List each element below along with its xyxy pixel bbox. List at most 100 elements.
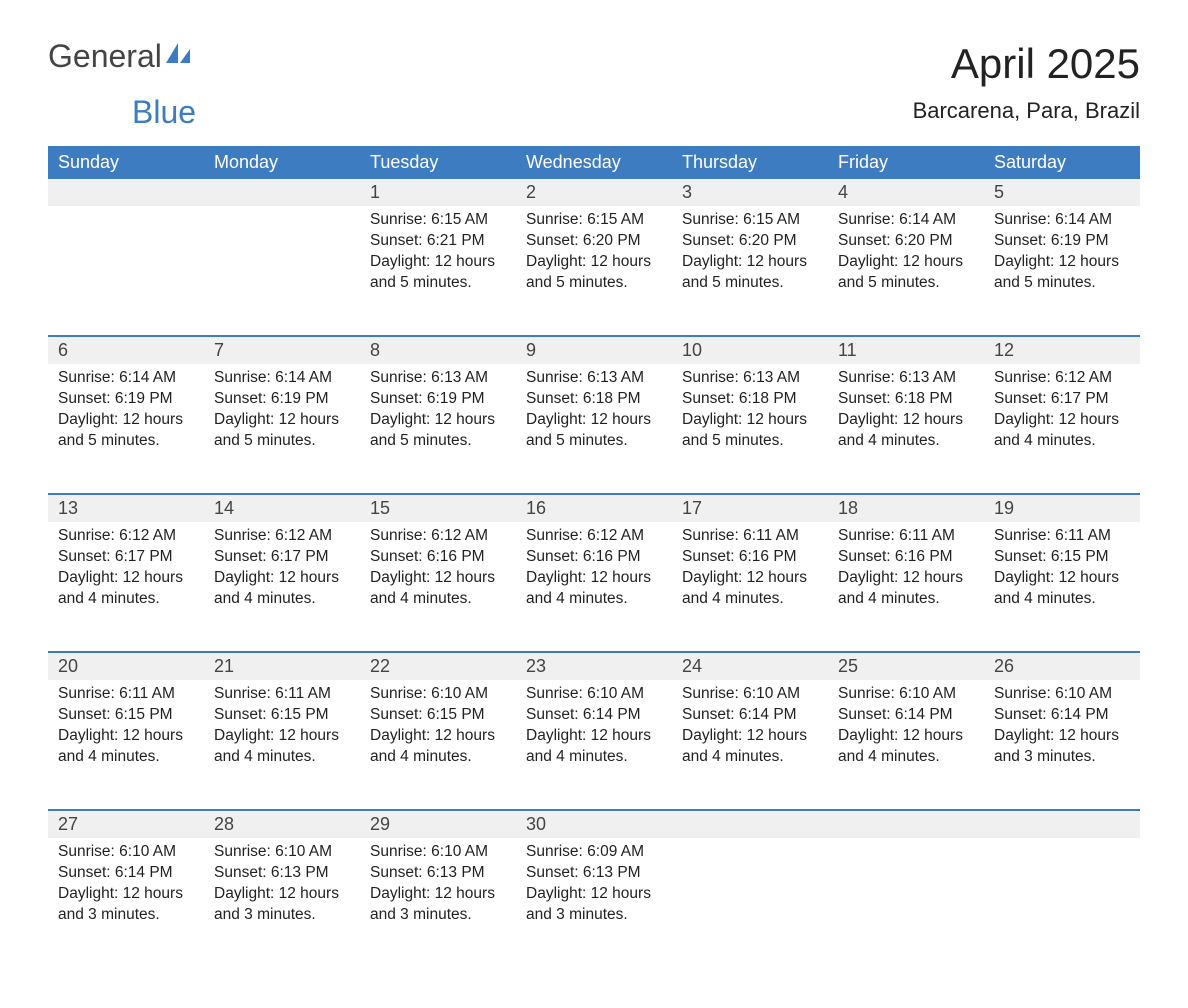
daylight-line-label: Daylight: xyxy=(682,253,747,270)
daylight-line-label: Daylight: xyxy=(526,253,591,270)
sunrise-line-value: 6:09 AM xyxy=(587,843,644,860)
daylight-line-label: Daylight: xyxy=(370,253,435,270)
sunset-line-label: Sunset: xyxy=(370,390,427,407)
day-number: 26 xyxy=(984,652,1140,680)
day-cell: Sunrise: 6:09 AMSunset: 6:13 PMDaylight:… xyxy=(516,838,672,968)
sunrise-line: Sunrise: 6:13 AM xyxy=(370,368,506,389)
sunset-line: Sunset: 6:17 PM xyxy=(994,389,1130,410)
sunset-line-label: Sunset: xyxy=(682,390,739,407)
daylight-line: Daylight: 12 hours and 5 minutes. xyxy=(682,410,818,452)
daylight-line: Daylight: 12 hours and 3 minutes. xyxy=(214,884,350,926)
daylight-line: Daylight: 12 hours and 4 minutes. xyxy=(838,568,974,610)
sunrise-line-value: 6:11 AM xyxy=(1055,527,1111,544)
sunset-line-value: 6:14 PM xyxy=(115,864,173,881)
sunrise-line: Sunrise: 6:11 AM xyxy=(838,526,974,547)
sunrise-line-value: 6:14 AM xyxy=(275,369,332,386)
day-cell: Sunrise: 6:14 AMSunset: 6:19 PMDaylight:… xyxy=(48,364,204,494)
daylight-line-label: Daylight: xyxy=(526,885,591,902)
week-content-row: Sunrise: 6:11 AM Sunset: 6:15 PM Daylight:… xyxy=(48,680,1140,810)
day-number: 5 xyxy=(984,179,1140,206)
sunrise-line-value: 6:13 AM xyxy=(899,369,956,386)
sunrise-line-value: 6:10 AM xyxy=(431,685,488,702)
day-cell: Sunrise: 6:13 AMSunset: 6:19 PMDaylight:… xyxy=(360,364,516,494)
week-content-row: Sunrise: 6:10 AMSunset: 6:14 PMDaylight:… xyxy=(48,838,1140,968)
daylight-line: Daylight: 12 hours and 4 minutes. xyxy=(682,568,818,610)
sunset-line: Sunset: 6:14 PM xyxy=(526,705,662,726)
brand-logo: General Blue xyxy=(48,40,196,128)
sunset-line-value: 6:14 PM xyxy=(895,706,953,723)
daylight-line: Daylight: 12 hours and 5 minutes. xyxy=(370,252,506,294)
col-tuesday: Tuesday xyxy=(360,146,516,179)
sunrise-line-value: 6:15 AM xyxy=(743,211,800,228)
daylight-line-label: Daylight: xyxy=(994,253,1059,270)
sunrise-line-label: Sunrise: xyxy=(370,211,431,228)
sunrise-line: Sunrise: 6:12 AM xyxy=(370,526,506,547)
sunrise-line-value: 6:12 AM xyxy=(431,527,488,544)
day-number: 14 xyxy=(204,494,360,522)
daylight-line: Daylight: 12 hours and 3 minutes. xyxy=(58,884,194,926)
sunrise-line-label: Sunrise: xyxy=(682,369,743,386)
day-number: 16 xyxy=(516,494,672,522)
sunset-line: Sunset: 6:17 PM xyxy=(58,547,194,568)
daylight-line-label: Daylight: xyxy=(58,569,123,586)
sunset-line: Sunset: 6:21 PM xyxy=(370,231,506,252)
day-number: 1 xyxy=(360,179,516,206)
sunrise-line-value: 6:14 AM xyxy=(1055,211,1112,228)
sunset-line-label: Sunset: xyxy=(58,548,115,565)
sunrise-line-label: Sunrise: xyxy=(994,369,1055,386)
empty-cell xyxy=(48,206,204,336)
sunset-line-label: Sunset: xyxy=(526,864,583,881)
sunrise-line-value: 6:12 AM xyxy=(587,527,644,544)
sunrise-line-label: Sunrise: xyxy=(370,527,431,544)
daylight-line: Daylight: 12 hours and 5 minutes. xyxy=(994,252,1130,294)
sunset-line-label: Sunset: xyxy=(214,706,271,723)
day-cell: Sunrise: 6:14 AMSunset: 6:20 PMDaylight:… xyxy=(828,206,984,336)
sunrise-line-value: 6:10 AM xyxy=(743,685,800,702)
empty-cell xyxy=(672,838,828,968)
sunrise-line-value: 6:15 AM xyxy=(431,211,488,228)
sunrise-line: Sunrise: 6:10 AM xyxy=(994,684,1130,705)
sunset-line-label: Sunset: xyxy=(58,864,115,881)
sunset-line-value: 6:20 PM xyxy=(739,232,797,249)
daylight-line: Daylight: 12 hours and 4 minutes. xyxy=(214,568,350,610)
sunset-line-value: 6:17 PM xyxy=(115,548,173,565)
daylight-line: Daylight: 12 hours and 3 minutes. xyxy=(994,726,1130,768)
sunrise-line-label: Sunrise: xyxy=(838,685,899,702)
sunset-line: Sunset: 6:18 PM xyxy=(838,389,974,410)
sunset-line: Sunset: 6:19 PM xyxy=(994,231,1130,252)
daylight-line: Daylight: 12 hours and 4 minutes. xyxy=(526,568,662,610)
sunset-line: Sunset: 6:14 PM xyxy=(682,705,818,726)
day-number: 8 xyxy=(360,336,516,364)
sunrise-line: Sunrise: 6:10 AM xyxy=(682,684,818,705)
brand-word1: General xyxy=(48,40,162,72)
daylight-line-label: Daylight: xyxy=(526,727,591,744)
sunset-line-label: Sunset: xyxy=(526,232,583,249)
sunset-line-label: Sunset: xyxy=(214,390,271,407)
day-cell: Sunrise: 6:10 AMSunset: 6:14 PMDaylight:… xyxy=(984,680,1140,810)
calendar-table: Sunday Monday Tuesday Wednesday Thursday… xyxy=(48,146,1140,968)
day-cell: Sunrise: 6:10 AMSunset: 6:13 PMDaylight:… xyxy=(360,838,516,968)
sunset-line: Sunset: 6:15 PM xyxy=(58,705,194,726)
daylight-line-label: Daylight: xyxy=(214,569,279,586)
sunrise-line: Sunrise: 6:13 AM xyxy=(526,368,662,389)
daylight-line: Daylight: 12 hours and 4 minutes. xyxy=(214,726,350,768)
sunrise-line-value: 6:10 AM xyxy=(899,685,956,702)
sunrise-line-label: Sunrise: xyxy=(214,527,275,544)
sunrise-line: Sunrise: 6:11 AM xyxy=(994,526,1130,547)
sunset-line-label: Sunset: xyxy=(838,232,895,249)
sunset-line-value: 6:19 PM xyxy=(1051,232,1109,249)
day-number: 25 xyxy=(828,652,984,680)
sunrise-line-value: 6:11 AM xyxy=(275,685,331,702)
day-number: 28 xyxy=(204,810,360,838)
empty-cell xyxy=(828,838,984,968)
sunset-line-label: Sunset: xyxy=(526,390,583,407)
day-cell: Sunrise: 6:10 AMSunset: 6:13 PMDaylight:… xyxy=(204,838,360,968)
page-title: April 2025 xyxy=(913,40,1140,88)
sunset-line: Sunset: 6:19 PM xyxy=(370,389,506,410)
sunrise-line-value: 6:12 AM xyxy=(119,527,176,544)
sunrise-line-value: 6:10 AM xyxy=(587,685,644,702)
sunset-line: Sunset: 6:16 PM xyxy=(370,547,506,568)
sunrise-line-label: Sunrise: xyxy=(682,527,743,544)
day-number: 18 xyxy=(828,494,984,522)
day-cell: Sunrise: 6:15 AMSunset: 6:20 PMDaylight:… xyxy=(516,206,672,336)
